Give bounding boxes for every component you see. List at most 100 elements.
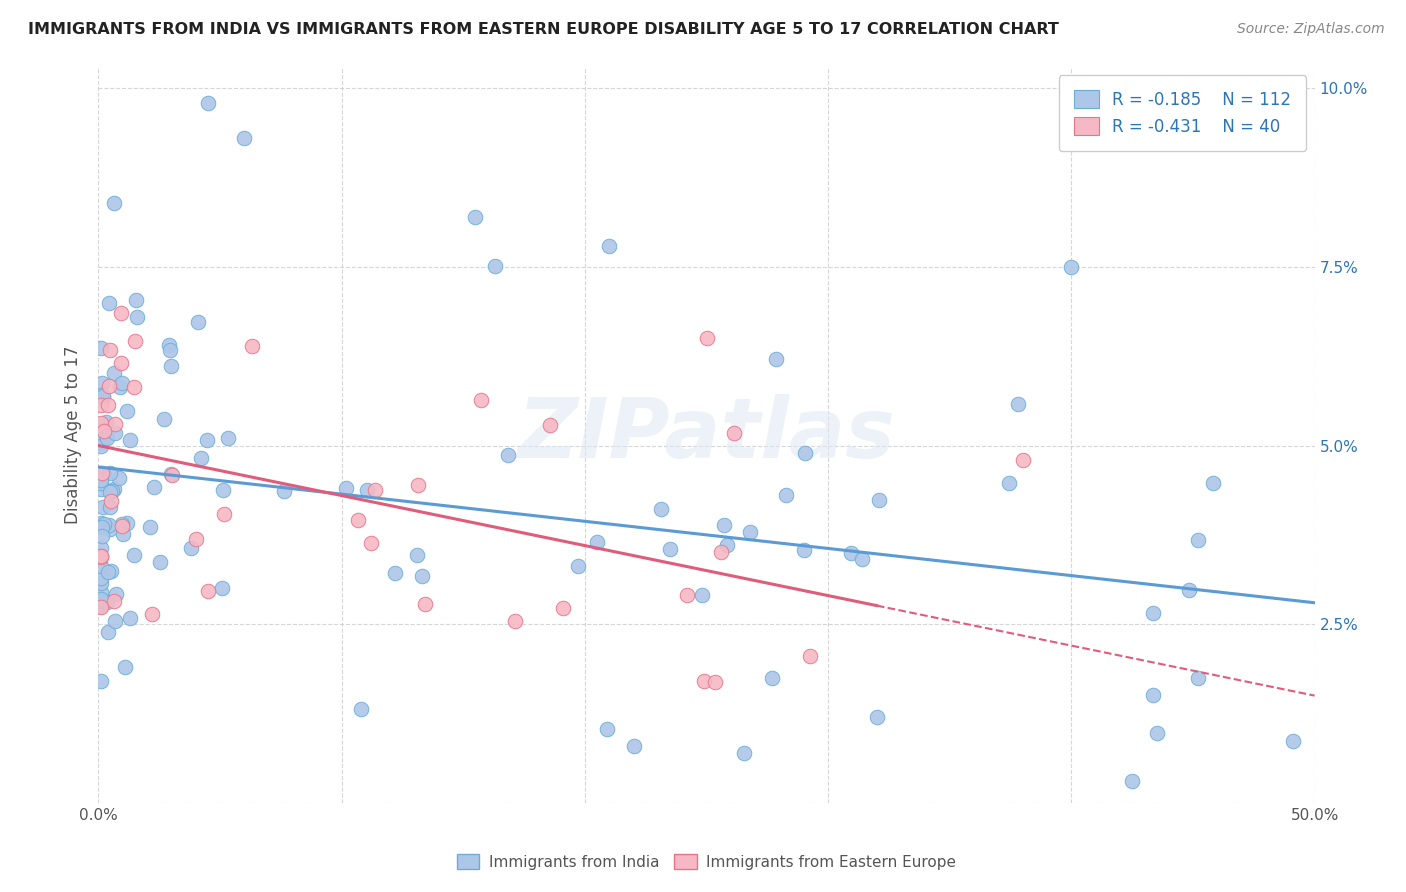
Point bbox=[347, 513, 370, 527]
Point bbox=[212, 507, 235, 521]
Point bbox=[90, 541, 112, 555]
Point bbox=[111, 518, 134, 533]
Point bbox=[98, 500, 121, 515]
Point bbox=[90, 549, 112, 564]
Point bbox=[98, 343, 121, 358]
Point bbox=[690, 588, 713, 602]
Point bbox=[411, 569, 433, 583]
Point bbox=[148, 555, 170, 569]
Point bbox=[1142, 607, 1164, 621]
Point bbox=[98, 295, 121, 310]
Point bbox=[211, 483, 233, 497]
Point bbox=[484, 259, 506, 273]
Point bbox=[103, 367, 125, 381]
Point bbox=[90, 599, 112, 614]
Point bbox=[90, 591, 112, 606]
Point bbox=[1011, 453, 1033, 467]
Text: IMMIGRANTS FROM INDIA VS IMMIGRANTS FROM EASTERN EUROPE DISABILITY AGE 5 TO 17 C: IMMIGRANTS FROM INDIA VS IMMIGRANTS FROM… bbox=[28, 22, 1059, 37]
Point bbox=[498, 448, 520, 462]
Point bbox=[233, 131, 256, 145]
Point bbox=[103, 594, 125, 608]
Point bbox=[125, 310, 148, 325]
Point bbox=[658, 542, 681, 557]
Point bbox=[111, 526, 134, 541]
Point bbox=[96, 431, 118, 445]
Point bbox=[761, 671, 783, 685]
Point bbox=[868, 492, 890, 507]
Point bbox=[107, 470, 129, 484]
Point bbox=[90, 585, 112, 599]
Point bbox=[1060, 260, 1083, 274]
Point bbox=[692, 674, 714, 689]
Point bbox=[1146, 726, 1168, 740]
Point bbox=[470, 392, 492, 407]
Point bbox=[1121, 774, 1143, 789]
Point bbox=[998, 475, 1021, 490]
Point bbox=[866, 710, 889, 724]
Point bbox=[90, 416, 112, 430]
Point bbox=[94, 415, 117, 429]
Point bbox=[1142, 688, 1164, 702]
Point bbox=[839, 545, 862, 559]
Point bbox=[90, 398, 112, 412]
Point bbox=[90, 436, 112, 450]
Point bbox=[97, 566, 120, 580]
Point bbox=[93, 517, 115, 532]
Point bbox=[108, 380, 131, 394]
Point bbox=[775, 488, 797, 502]
Point bbox=[360, 536, 382, 550]
Point bbox=[723, 425, 745, 440]
Point bbox=[98, 522, 121, 536]
Point bbox=[160, 467, 183, 482]
Point bbox=[503, 614, 526, 628]
Point bbox=[716, 538, 738, 552]
Point bbox=[91, 432, 114, 446]
Point bbox=[100, 494, 122, 508]
Point bbox=[90, 516, 112, 531]
Point bbox=[125, 293, 148, 308]
Point bbox=[738, 525, 761, 540]
Point bbox=[91, 500, 114, 514]
Point bbox=[90, 473, 112, 487]
Point bbox=[159, 343, 181, 357]
Point bbox=[217, 431, 239, 445]
Point bbox=[676, 589, 699, 603]
Point bbox=[335, 481, 357, 495]
Point bbox=[90, 376, 112, 391]
Point bbox=[90, 482, 112, 496]
Point bbox=[111, 517, 134, 532]
Point bbox=[713, 518, 735, 533]
Point bbox=[90, 439, 112, 453]
Point bbox=[1177, 583, 1199, 598]
Point bbox=[118, 433, 141, 447]
Point bbox=[105, 587, 128, 601]
Point bbox=[551, 601, 574, 615]
Point bbox=[197, 95, 219, 110]
Point bbox=[122, 380, 145, 394]
Point bbox=[96, 595, 118, 609]
Point bbox=[97, 625, 120, 640]
Point bbox=[90, 432, 112, 446]
Point bbox=[90, 549, 112, 563]
Point bbox=[1202, 475, 1225, 490]
Point bbox=[110, 356, 132, 370]
Point bbox=[98, 378, 121, 392]
Point bbox=[90, 559, 112, 574]
Point bbox=[350, 702, 373, 716]
Point bbox=[90, 550, 112, 565]
Point bbox=[91, 390, 114, 404]
Point bbox=[703, 675, 725, 690]
Point bbox=[138, 520, 160, 534]
Point bbox=[1187, 533, 1209, 547]
Point bbox=[104, 417, 127, 431]
Point bbox=[100, 564, 122, 578]
Point bbox=[538, 417, 561, 432]
Point bbox=[1282, 734, 1305, 748]
Point bbox=[93, 467, 115, 482]
Point bbox=[117, 516, 139, 530]
Text: ZIPatlas: ZIPatlas bbox=[517, 394, 896, 475]
Point bbox=[90, 571, 112, 585]
Point bbox=[273, 483, 295, 498]
Point bbox=[103, 196, 125, 211]
Point bbox=[90, 466, 112, 480]
